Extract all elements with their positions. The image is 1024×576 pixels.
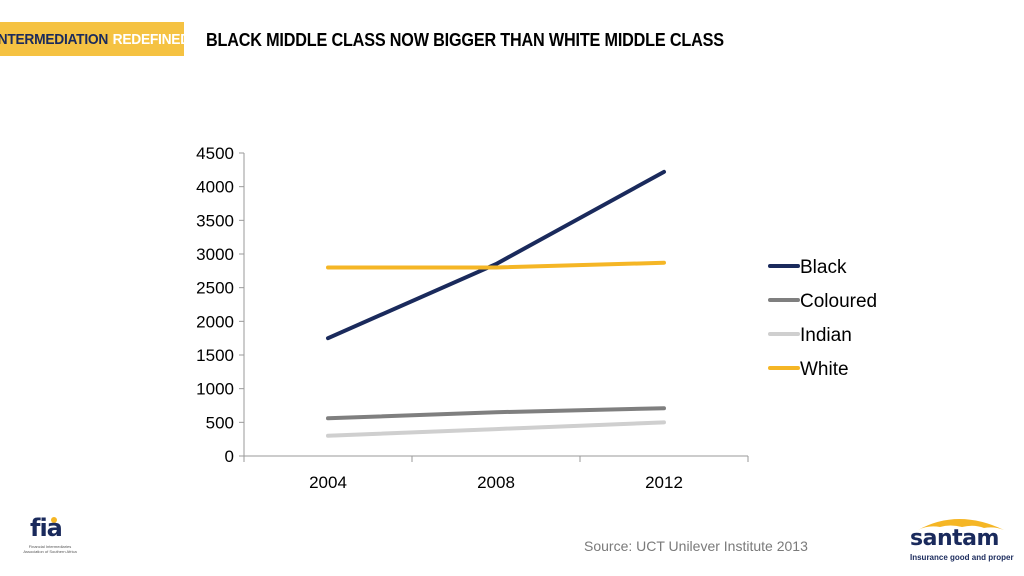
y-tick-label: 500	[206, 413, 234, 432]
y-tick-label: 2500	[196, 279, 234, 298]
series-line-coloured	[326, 406, 666, 421]
y-tick-label: 2000	[196, 312, 234, 331]
legend-label-black: Black	[800, 257, 847, 278]
santam-logo-text: santam	[910, 526, 999, 551]
fia-logo-text: fia	[30, 514, 63, 542]
legend-label-coloured: Coloured	[800, 291, 877, 312]
y-tick-label: 1500	[196, 346, 234, 365]
santam-umbrella-icon	[918, 519, 1004, 530]
y-tick-label: 3500	[196, 211, 234, 230]
legend-label-indian: Indian	[800, 325, 852, 346]
x-tick-label: 2008	[477, 473, 515, 492]
y-tick-label: 0	[225, 447, 234, 466]
fia-logo-subtitle: Financial Intermediaries Association of …	[23, 544, 77, 554]
fia-logo-mark	[51, 517, 57, 523]
series-line-white	[326, 260, 666, 270]
legend-label-white: White	[800, 359, 849, 380]
y-tick-label: 1000	[196, 380, 234, 399]
badge-text-redefined: REDEFINED	[112, 30, 191, 48]
y-tick-label: 4000	[196, 178, 234, 197]
slide-title: BLACK MIDDLE CLASS NOW BIGGER THAN WHITE…	[206, 30, 724, 50]
y-tick-label: 4500	[196, 144, 234, 163]
x-tick-label: 2012	[645, 473, 683, 492]
x-tick-label: 2004	[309, 473, 347, 492]
series-line-black	[326, 169, 666, 341]
header-badge: INTERMEDIATION REDEFINED	[0, 22, 190, 56]
source-note: Source: UCT Unilever Institute 2013	[584, 538, 808, 554]
series-line-indian	[326, 420, 666, 438]
santam-tagline: Insurance good and proper	[910, 553, 1014, 562]
badge-text-intermediation: INTERMEDIATION	[0, 30, 109, 48]
y-tick-label: 3000	[196, 245, 234, 264]
